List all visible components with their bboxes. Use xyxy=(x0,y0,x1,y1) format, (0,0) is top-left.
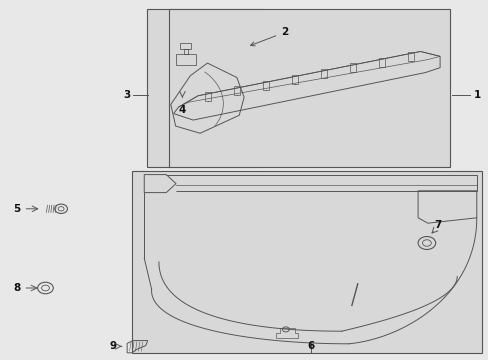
Bar xyxy=(146,9,261,167)
Text: 6: 6 xyxy=(306,341,313,351)
Text: 9: 9 xyxy=(109,341,116,351)
Bar xyxy=(132,171,481,353)
Text: 3: 3 xyxy=(123,90,131,100)
Text: 5: 5 xyxy=(13,204,20,214)
Text: 1: 1 xyxy=(472,90,480,100)
Text: 8: 8 xyxy=(13,283,20,293)
Text: 4: 4 xyxy=(178,105,185,115)
Bar xyxy=(168,9,449,167)
Text: 7: 7 xyxy=(433,220,441,230)
Text: 2: 2 xyxy=(250,27,288,46)
